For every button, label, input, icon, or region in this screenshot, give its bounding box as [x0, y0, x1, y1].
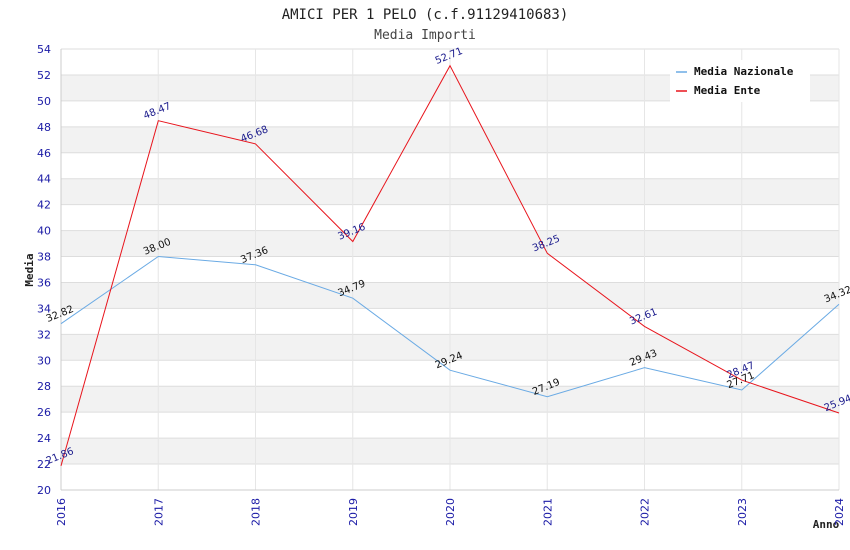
x-tick-labels: 2016 2017 2018 2019 2020 2021 2022 2023 2024 [55, 498, 846, 526]
legend-box [670, 60, 810, 102]
legend-label-media-nazionale: Media Nazionale [694, 65, 794, 78]
grid-lines [60, 48, 840, 491]
chart-title: AMICI PER 1 PELO (c.f.91129410683) [282, 7, 569, 23]
y-tick-label: 44 [37, 173, 51, 186]
x-tick-label: 2017 [152, 498, 165, 526]
y-tick-label: 50 [37, 95, 51, 108]
y-tick-label: 54 [37, 43, 51, 56]
data-label-media-ente: 48.47 [142, 101, 173, 122]
y-tick-label: 28 [37, 380, 51, 393]
y-axis-label: Media [23, 253, 36, 286]
y-tick-label: 38 [37, 251, 51, 264]
y-tick-label: 34 [37, 302, 51, 315]
y-tick-labels: 20 22 24 26 28 30 32 34 36 38 40 42 44 46 48 50 52 54 [37, 43, 51, 497]
axes [60, 49, 839, 491]
y-tick-label: 40 [37, 225, 51, 238]
y-tick-label: 26 [37, 406, 51, 419]
y-tick-label: 48 [37, 121, 51, 134]
x-tick-label: 2022 [639, 498, 652, 526]
data-label-media-ente: 32.61 [628, 307, 659, 328]
legend: Media Nazionale Media Ente [670, 60, 810, 102]
x-tick-label: 2019 [347, 498, 360, 526]
y-tick-label: 52 [37, 69, 51, 82]
legend-label-media-ente: Media Ente [694, 84, 761, 97]
x-tick-label: 2018 [250, 498, 263, 526]
chart-subtitle: Media Importi [374, 28, 476, 43]
y-tick-label: 22 [37, 458, 51, 471]
y-tick-label: 20 [37, 484, 51, 497]
y-tick-label: 42 [37, 199, 51, 212]
series-line-media-ente [60, 64, 840, 467]
x-tick-label: 2021 [541, 498, 554, 526]
x-tick-label: 2020 [444, 498, 457, 526]
x-tick-label: 2016 [55, 498, 68, 526]
x-axis-label: Anno [813, 518, 840, 531]
y-tick-label: 30 [37, 354, 51, 367]
series-line-media-nazionale [60, 255, 840, 398]
y-tick-label: 32 [37, 328, 51, 341]
y-tick-label: 24 [37, 432, 51, 445]
y-tick-label: 36 [37, 276, 51, 289]
series-lines [60, 64, 840, 467]
x-tick-label: 2023 [736, 498, 749, 526]
x-tick-label: 2024 [833, 498, 846, 526]
y-tick-label: 46 [37, 147, 51, 160]
